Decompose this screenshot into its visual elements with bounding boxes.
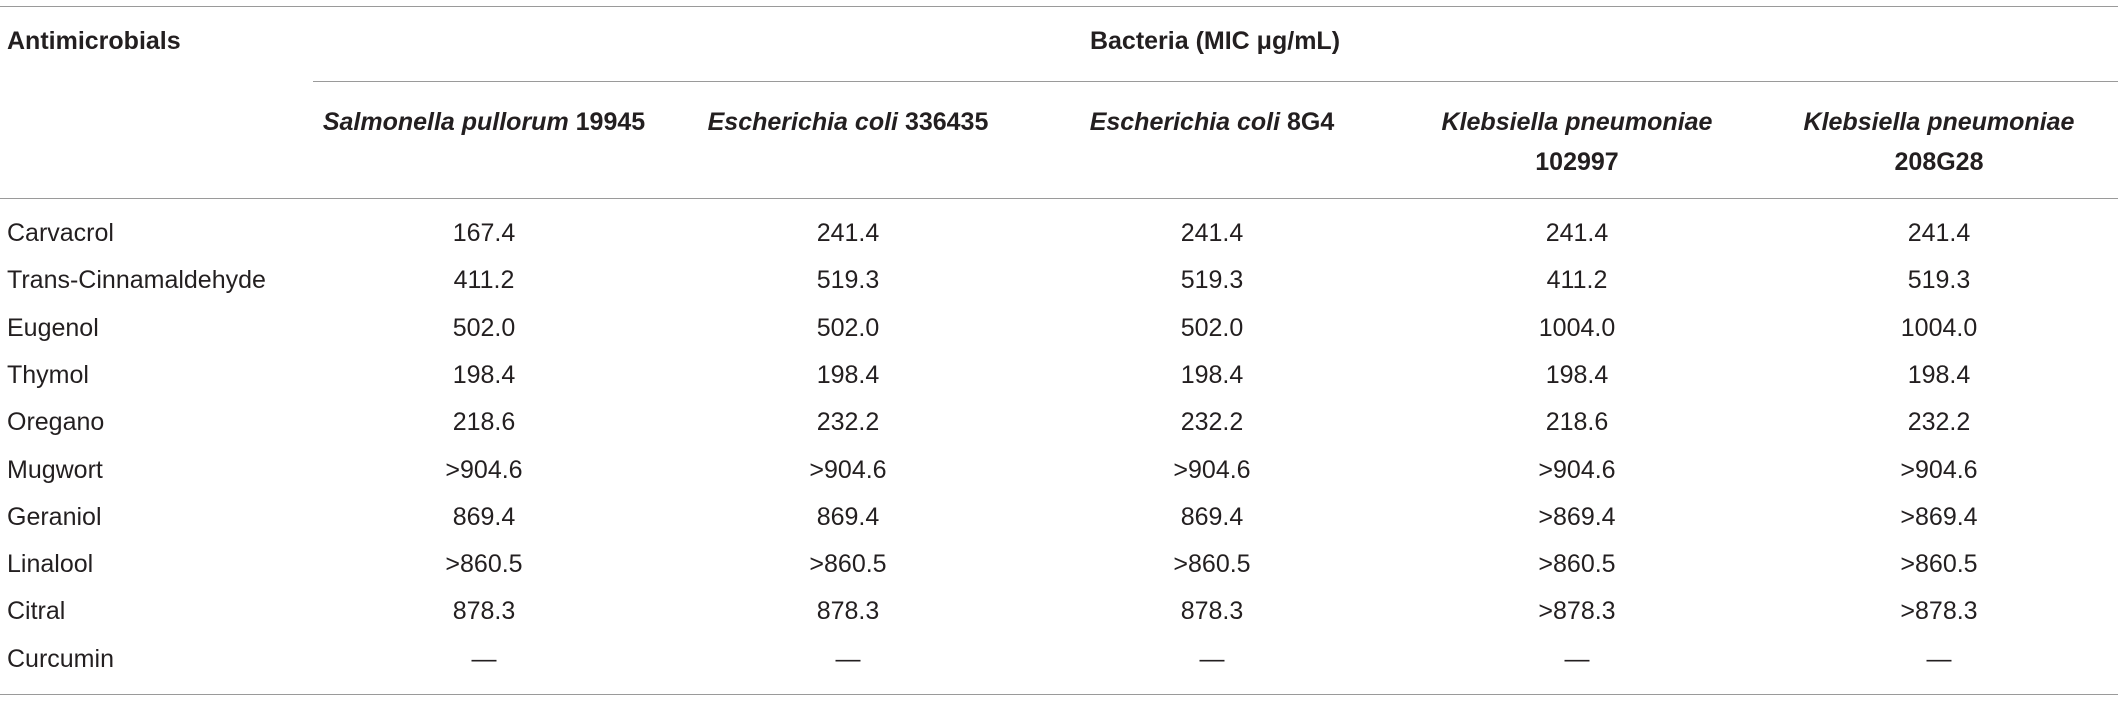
row-label: Eugenol — [7, 313, 99, 342]
mic-value: 519.3 — [1907, 266, 1971, 295]
row-label: Linalool — [7, 550, 94, 579]
mic-value: 1004.0 — [1538, 313, 1616, 342]
mic-value: 241.4 — [1907, 219, 1971, 247]
mic-value: — — [835, 644, 861, 673]
group-rule — [313, 81, 2118, 82]
mic-value: >904.6 — [1538, 455, 1616, 484]
mic-value: >860.5 — [1173, 550, 1251, 579]
mic-value: >904.6 — [1173, 455, 1251, 484]
row-label: Citral — [7, 597, 66, 626]
mic-value: 198.4 — [452, 360, 516, 389]
group-header: Bacteria (MIC μg/mL) — [1089, 27, 1341, 55]
mic-value: 878.3 — [1180, 597, 1244, 626]
mic-value: 502.0 — [1180, 313, 1244, 342]
mic-value: 232.2 — [816, 408, 880, 437]
column-header: Klebsiella pneumoniae 102997 — [1402, 102, 1752, 182]
mic-value: >878.3 — [1900, 597, 1978, 626]
mic-value: 198.4 — [816, 360, 880, 389]
mic-value: >860.5 — [1900, 550, 1978, 579]
strain-id: 8G4 — [1287, 108, 1335, 136]
species-name: Escherichia coli — [1089, 108, 1281, 136]
mic-value: 198.4 — [1545, 360, 1609, 389]
mic-value: >904.6 — [809, 455, 887, 484]
mic-value: 411.2 — [453, 266, 515, 295]
row-label: Curcumin — [7, 644, 114, 673]
stub-header: Antimicrobials — [7, 27, 181, 55]
species-name: Escherichia coli — [707, 108, 898, 136]
row-label: Oregano — [7, 408, 105, 437]
row-label: Mugwort — [7, 455, 103, 484]
column-header: Escherichia coli 8G4 — [1037, 102, 1387, 142]
mic-value: 878.3 — [816, 597, 880, 626]
column-header: Salmonella pullorum 19945 — [309, 102, 659, 142]
mic-value: 241.4 — [1180, 219, 1244, 247]
strain-id: 208G28 — [1894, 148, 1984, 176]
mic-value: 232.2 — [1180, 408, 1244, 437]
mic-value: 241.4 — [816, 219, 880, 247]
mic-value: 502.0 — [816, 313, 880, 342]
mic-value: >904.6 — [1900, 455, 1978, 484]
mic-value: 198.4 — [1180, 360, 1244, 389]
mic-value: — — [471, 644, 497, 673]
mic-value: >869.4 — [1538, 502, 1616, 531]
mic-value: 502.0 — [452, 313, 516, 342]
column-header: Escherichia coli 336435 — [673, 102, 1023, 142]
strain-id: 19945 — [575, 108, 646, 136]
mic-value: 869.4 — [452, 502, 516, 531]
mic-value: >878.3 — [1538, 597, 1616, 626]
mic-value: >860.5 — [809, 550, 887, 579]
header-rule — [0, 198, 2118, 199]
mic-value: — — [1564, 644, 1590, 673]
species-name: Salmonella pullorum — [322, 108, 569, 136]
column-header: Klebsiella pneumoniae 208G28 — [1764, 102, 2114, 182]
bottom-rule — [0, 694, 2118, 695]
mic-value: 519.3 — [1180, 266, 1244, 295]
mic-value: 218.6 — [1545, 408, 1609, 437]
row-label: Geraniol — [7, 502, 102, 531]
mic-value: — — [1199, 644, 1225, 673]
species-name: Klebsiella pneumoniae — [1441, 108, 1713, 136]
mic-value: 241.4 — [1545, 219, 1609, 247]
mic-value: 869.4 — [1180, 502, 1244, 531]
mic-value: 232.2 — [1907, 408, 1971, 437]
mic-value: 519.3 — [816, 266, 880, 295]
row-label: Carvacrol — [7, 219, 114, 247]
mic-value: 869.4 — [816, 502, 880, 531]
mic-value: 198.4 — [1907, 360, 1971, 389]
mic-value: — — [1926, 644, 1952, 673]
mic-value: >904.6 — [445, 455, 523, 484]
strain-id: 102997 — [1535, 148, 1619, 176]
top-rule — [0, 6, 2118, 7]
mic-value: 167.4 — [452, 219, 516, 247]
mic-value: 218.6 — [452, 408, 516, 437]
row-label: Trans-Cinnamaldehyde — [7, 266, 266, 295]
mic-value: >869.4 — [1900, 502, 1978, 531]
mic-value: 878.3 — [452, 597, 516, 626]
mic-value: 1004.0 — [1900, 313, 1978, 342]
mic-value: 411.2 — [1546, 266, 1608, 295]
species-name: Klebsiella pneumoniae — [1803, 108, 2075, 136]
row-label: Thymol — [7, 360, 89, 389]
mic-value: >860.5 — [445, 550, 523, 579]
strain-id: 336435 — [904, 108, 989, 136]
mic-value: >860.5 — [1538, 550, 1616, 579]
